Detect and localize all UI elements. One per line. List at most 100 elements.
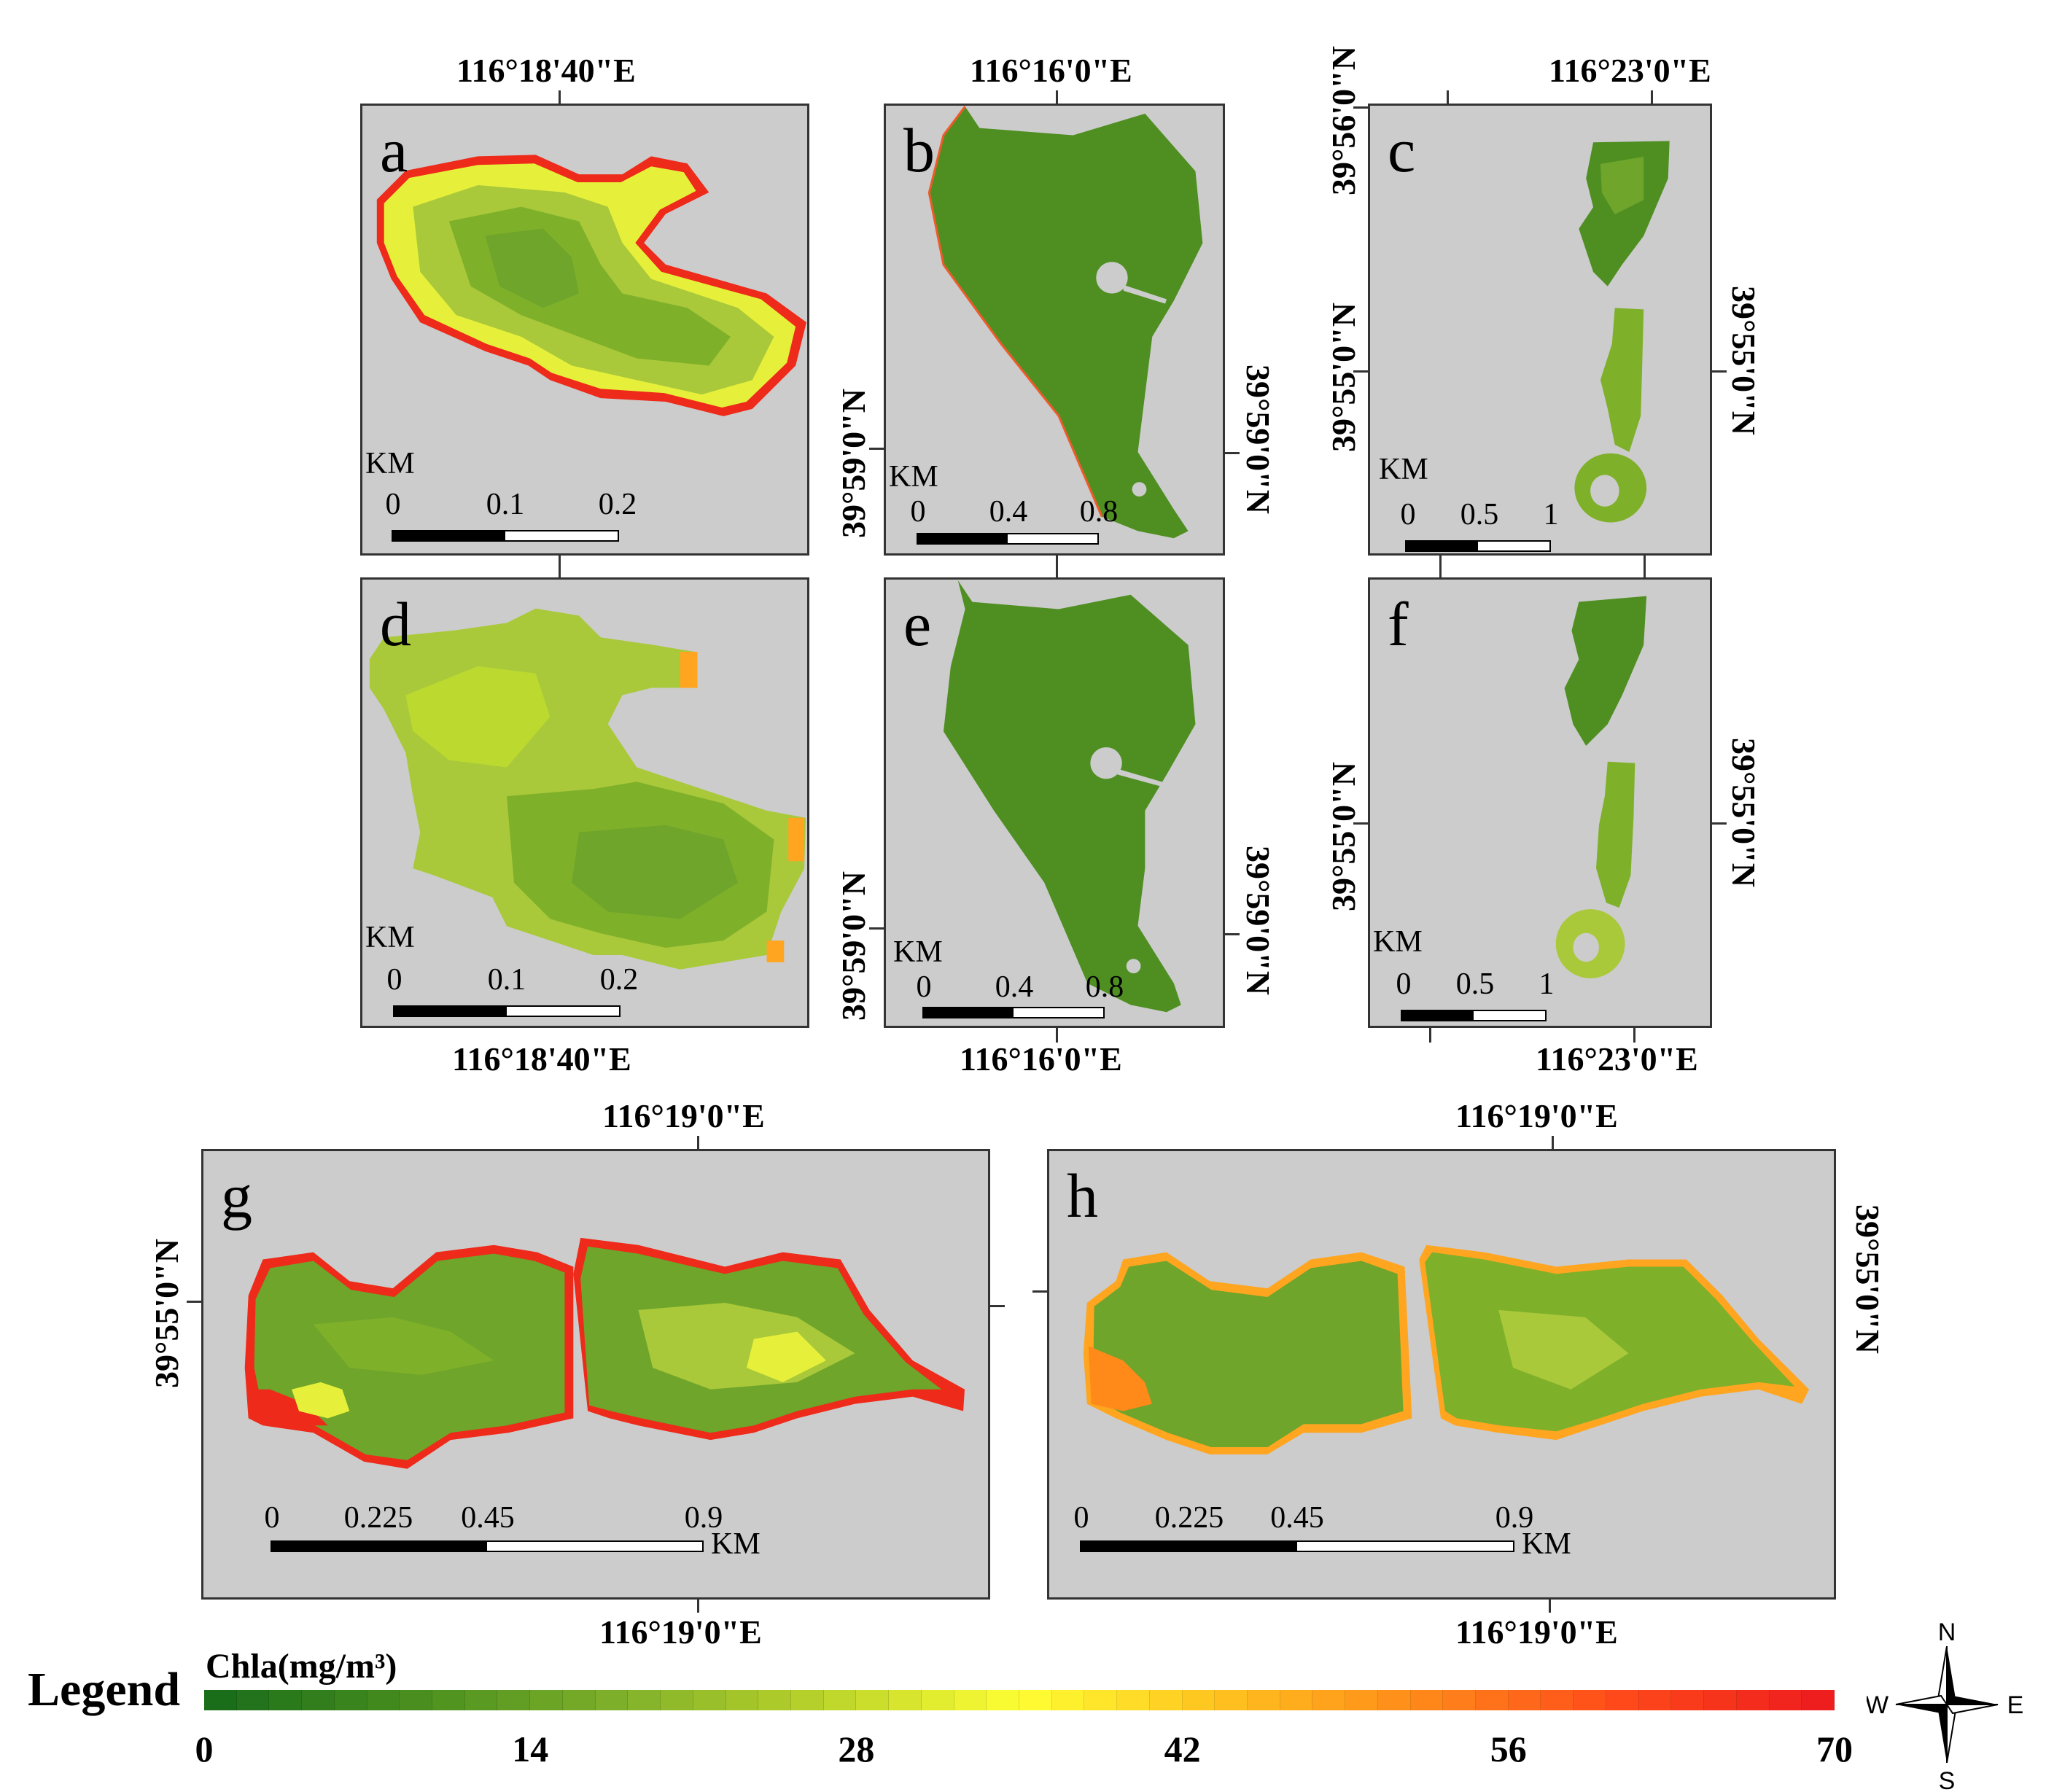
lake-shape-h — [1083, 1244, 1810, 1454]
color-ramp-segment — [530, 1690, 563, 1710]
coord-left-c: 39°56'0"N — [1325, 46, 1362, 195]
coord-top-c: 116°23'0"E — [1549, 52, 1711, 89]
color-ramp-segment — [628, 1690, 661, 1710]
scale-tick-h-2: 0.45 — [1270, 1501, 1324, 1535]
color-ramp-segment — [204, 1690, 237, 1710]
coord-top-a: 116°18'40"E — [456, 52, 636, 89]
color-ramp-segment — [562, 1690, 596, 1710]
color-ramp-segment — [1149, 1690, 1183, 1710]
color-ramp-segment — [921, 1690, 954, 1710]
tick-h-left — [1032, 1290, 1047, 1293]
map-panel-f: f KM 0 0.5 1 — [1368, 577, 1712, 1028]
tick-b-bottom — [1056, 556, 1058, 577]
scale-tick-h-3: 0.9 — [1495, 1501, 1534, 1535]
color-ramp-segment — [1606, 1690, 1639, 1710]
color-ramp-segment — [1345, 1690, 1378, 1710]
scale-tick-g-1: 0.225 — [343, 1501, 413, 1535]
legend-variable: Chla(mg/m³) — [206, 1647, 397, 1686]
scale-tick-f-1: 0.5 — [1455, 967, 1495, 1001]
coord-left-b: 39°59'0"N — [835, 389, 872, 538]
color-ramp-segment — [823, 1690, 857, 1710]
color-ramp-segment — [693, 1690, 726, 1710]
panel-label-g: g — [221, 1161, 252, 1231]
compass-n: N — [1938, 1618, 1956, 1646]
color-ramp-segment — [1215, 1690, 1248, 1710]
scale-bar-graphic-f — [1401, 1010, 1547, 1021]
color-ramp-segment — [954, 1690, 987, 1710]
scale-tick-g-0: 0 — [264, 1501, 280, 1535]
lake-shape-g — [244, 1237, 965, 1469]
map-panel-h: h 0 0.225 0.45 0.9 KM — [1047, 1149, 1836, 1600]
coord-top-h: 116°19'0"E — [1455, 1097, 1618, 1134]
scale-tick-g-3: 0.9 — [684, 1501, 723, 1535]
scale-tick-h-1: 0.225 — [1154, 1501, 1224, 1535]
color-ramp-segment — [1736, 1690, 1770, 1710]
color-ramp-segment — [1280, 1690, 1313, 1710]
color-ramp — [204, 1690, 1835, 1710]
scale-tick-e-0: 0 — [916, 970, 932, 1004]
scale-tick-c-2: 1 — [1543, 498, 1559, 531]
color-ramp-segment — [236, 1690, 270, 1710]
color-ramp-segment — [1574, 1690, 1606, 1710]
tick-c-left2 — [1353, 370, 1368, 373]
scale-tick-a-1: 0.1 — [486, 488, 525, 521]
color-ramp-segment — [1117, 1690, 1150, 1710]
color-ramp-segment — [1019, 1690, 1052, 1710]
tick-b-left — [869, 448, 884, 450]
scale-bar-graphic-c — [1405, 540, 1551, 552]
color-ramp-segment — [661, 1690, 693, 1710]
scale-unit-e: KM — [893, 935, 943, 969]
scale-bar-h: 0 0.225 0.45 0.9 KM — [1049, 1500, 1838, 1602]
tick-e-bottom — [1056, 1028, 1058, 1043]
panel-label-d: d — [380, 589, 411, 659]
coord-bottom-h: 116°19'0"E — [1455, 1613, 1618, 1651]
scale-unit-h: KM — [1522, 1527, 1571, 1561]
color-ramp-segment — [1638, 1690, 1672, 1710]
tick-g-right — [990, 1305, 1005, 1307]
scale-bar-g: 0 0.225 0.45 0.9 KM — [203, 1500, 992, 1602]
scale-bar-b: KM 0 0.4 0.8 — [886, 461, 1227, 556]
scale-tick-a-0: 0 — [385, 488, 401, 521]
color-ramp-segment — [1443, 1690, 1477, 1710]
scale-tick-b-0: 0 — [910, 495, 926, 529]
coord-bottom-f: 116°23'0"E — [1536, 1040, 1698, 1078]
scale-bar-e: KM 0 0.4 0.8 — [886, 937, 1227, 1027]
color-ramp-segment — [1377, 1690, 1411, 1710]
color-ramp-segment — [400, 1690, 433, 1710]
color-ramp-segment — [432, 1690, 465, 1710]
tick-a-top — [559, 90, 561, 104]
legend-tick-56: 56 — [1490, 1729, 1527, 1769]
coord-right-b: 39°59'0"N — [1240, 365, 1277, 514]
color-ramp-segment — [889, 1690, 922, 1710]
lake-shape-a — [376, 155, 807, 416]
scale-bar-a: KM 0 0.1 0.2 — [362, 448, 812, 550]
color-ramp-segment — [1410, 1690, 1444, 1710]
compass-s: S — [1939, 1767, 1956, 1792]
lake-shape-f — [1555, 596, 1647, 978]
legend-tick-14: 14 — [512, 1729, 549, 1769]
map-panel-e: e KM 0 0.4 0.8 — [884, 577, 1225, 1028]
color-ramp-segment — [1802, 1690, 1835, 1710]
map-panel-b: b KM 0 0.4 0.8 — [884, 104, 1225, 556]
coord-top-b: 116°16'0"E — [970, 52, 1132, 89]
color-ramp-segment — [856, 1690, 890, 1710]
scale-unit-g: KM — [711, 1527, 761, 1561]
scale-bar-f: KM 0 0.5 1 — [1370, 927, 1714, 1029]
lake-shape-d — [369, 608, 806, 970]
color-ramp-segment — [1508, 1690, 1541, 1710]
legend-tick-28: 28 — [838, 1729, 875, 1769]
scale-tick-g-2: 0.45 — [461, 1501, 515, 1535]
panel-label-e: e — [903, 589, 932, 659]
island-b — [1096, 262, 1128, 294]
color-ramp-segment — [1476, 1690, 1509, 1710]
tick-e-left — [869, 927, 884, 930]
tick-g-bottom — [697, 1600, 699, 1613]
tick-c-left1 — [1353, 106, 1368, 109]
coord-bottom-g: 116°19'0"E — [599, 1613, 762, 1651]
tick-a-bottom — [559, 556, 561, 577]
legend-tick-42: 42 — [1164, 1729, 1201, 1769]
tick-f-bottom — [1429, 1028, 1431, 1043]
panel-label-h: h — [1067, 1161, 1098, 1231]
lake-shape-e — [943, 580, 1196, 1013]
scale-tick-a-2: 0.2 — [598, 488, 637, 521]
